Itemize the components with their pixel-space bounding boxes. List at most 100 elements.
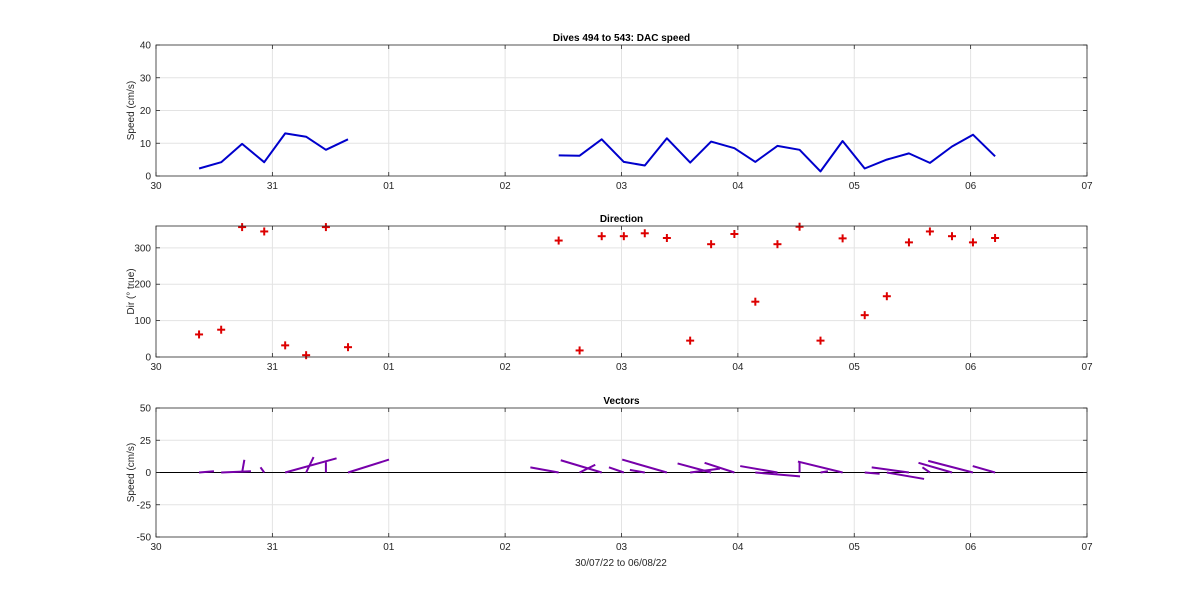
x-tick-label: 31 <box>267 362 279 373</box>
x-tick-label: 30 <box>150 542 162 553</box>
direction-point <box>751 297 760 306</box>
speed-series-line <box>558 133 996 173</box>
x-tick-label: 01 <box>383 542 395 553</box>
y-tick-label: 50 <box>140 404 152 415</box>
direction-point <box>321 223 330 232</box>
direction-point <box>597 232 606 241</box>
direction-point <box>707 240 716 249</box>
direction-point <box>281 341 290 350</box>
x-axis-label: 30/07/22 to 06/08/22 <box>575 558 667 569</box>
y-tick-label: 100 <box>134 316 151 327</box>
y-tick-label: -25 <box>137 500 152 511</box>
plot-title: Direction <box>600 214 643 225</box>
vectors-panel: 30 31 01 02 03 04 05 06 07 -50 -25 0 25 50 Vectors Spee… <box>126 396 1093 553</box>
direction-point <box>968 238 977 247</box>
vector-stick <box>221 470 252 474</box>
direction-point <box>816 336 825 345</box>
y-tick-label: 0 <box>145 172 151 183</box>
x-tick-label: 06 <box>965 362 977 373</box>
vector-stick <box>530 466 559 474</box>
direction-point <box>344 343 353 352</box>
x-tick-label: 03 <box>616 542 628 553</box>
direction-point <box>925 227 934 236</box>
vector-stick <box>347 458 390 474</box>
x-tick-label: 02 <box>500 542 512 553</box>
vector-stick <box>972 465 996 474</box>
y-axis-label: Speed (cm/s) <box>126 81 137 140</box>
x-tick-label: 30 <box>150 362 162 373</box>
x-tick-label: 07 <box>1081 362 1093 373</box>
direction-point <box>575 346 584 355</box>
direction-point <box>860 311 869 320</box>
x-tick-label: 31 <box>267 542 279 553</box>
vector-stick <box>259 466 266 474</box>
vector-stick <box>560 459 603 474</box>
x-tick-label: 31 <box>267 181 279 192</box>
direction-point <box>991 234 1000 243</box>
y-tick-label: 10 <box>140 139 152 150</box>
vector-stick <box>198 470 215 474</box>
direction-point <box>686 336 695 345</box>
x-tick-label: 06 <box>965 181 977 192</box>
y-tick-label: 30 <box>140 73 152 84</box>
speed-series-line <box>198 132 349 170</box>
x-tick-label: 02 <box>500 362 512 373</box>
y-tick-label: 40 <box>140 41 152 52</box>
y-axis-label: Speed (cm/s) <box>126 443 137 502</box>
vector-stick <box>305 456 315 473</box>
x-tick-label: 02 <box>500 181 512 192</box>
vector-stick <box>704 461 735 474</box>
vector-stick <box>677 462 712 474</box>
y-tick-label: -50 <box>137 533 152 544</box>
x-tick-label: 01 <box>383 362 395 373</box>
speed-panel: 30 31 01 02 03 04 05 06 07 0 10 20 30 40 Dives 494 to … <box>126 33 1093 192</box>
x-tick-label: 05 <box>849 542 861 553</box>
x-tick-label: 05 <box>849 362 861 373</box>
vector-stick <box>921 466 931 474</box>
vector-stick <box>886 471 925 480</box>
x-tick-label: 06 <box>965 542 977 553</box>
vector-stick <box>918 461 953 474</box>
x-tick-label: 03 <box>616 181 628 192</box>
direction-point <box>904 238 913 247</box>
x-tick-label: 30 <box>150 181 162 192</box>
vector-stick <box>284 457 337 474</box>
x-tick-label: 01 <box>383 181 395 192</box>
direction-point <box>554 236 563 245</box>
vector-stick <box>621 458 668 474</box>
direction-point <box>260 227 269 236</box>
vector-stick <box>797 460 843 474</box>
vector-stick <box>820 470 829 474</box>
y-tick-label: 300 <box>134 243 151 254</box>
direction-point <box>217 325 226 334</box>
vector-stick <box>608 466 625 474</box>
plot-title: Vectors <box>603 396 640 407</box>
direction-point <box>640 229 649 238</box>
direction-panel: 30 31 01 02 03 04 05 06 07 0 100 200 300 Direction Dir… <box>126 214 1093 373</box>
x-tick-label: 07 <box>1081 542 1093 553</box>
direction-point <box>838 234 847 243</box>
direction-point <box>730 230 739 239</box>
y-tick-label: 0 <box>145 468 151 479</box>
x-tick-label: 03 <box>616 362 628 373</box>
x-tick-label: 04 <box>732 362 744 373</box>
vector-stick <box>864 471 880 475</box>
direction-point <box>662 234 671 243</box>
y-tick-label: 25 <box>140 436 152 447</box>
direction-point <box>795 222 804 231</box>
direction-point <box>195 330 204 339</box>
y-tick-label: 0 <box>145 353 151 364</box>
x-tick-label: 05 <box>849 181 861 192</box>
vector-stick <box>241 459 246 473</box>
vector-stick <box>629 468 645 474</box>
plot-title: Dives 494 to 543: DAC speed <box>553 33 690 44</box>
x-tick-label: 04 <box>732 181 744 192</box>
direction-point <box>773 240 782 249</box>
y-tick-label: 20 <box>140 106 152 117</box>
vector-stick <box>755 471 801 478</box>
y-tick-label: 200 <box>134 280 151 291</box>
direction-point <box>302 351 311 360</box>
y-axis-label: Dir (° true) <box>126 268 137 314</box>
direction-point <box>619 232 628 241</box>
